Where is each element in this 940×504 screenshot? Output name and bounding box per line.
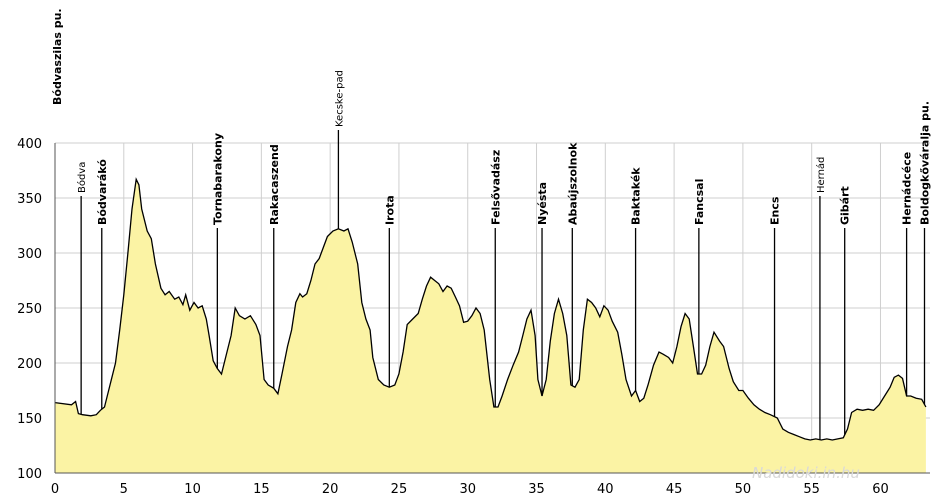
waypoint-3-label: Bódvarákó [96,159,109,225]
x-tick-label-35: 35 [528,482,545,497]
waypoint-17-label: Boldogkőváralja pu. [918,101,931,225]
waypoint-1-label: Bódvaszilas pu. [51,8,64,105]
x-tick-label-0: 0 [51,482,59,497]
waypoint-16-label: Hernádcéce [901,152,914,225]
y-tick-label-100: 100 [17,467,42,482]
y-tick-label-150: 150 [17,412,42,427]
waypoint-15-label: Gibárt [839,186,852,225]
x-tick-label-50: 50 [735,482,752,497]
watermark: Nadidoki.in.hu [752,464,860,482]
x-tick-label-45: 45 [666,482,683,497]
y-tick-label-400: 400 [17,137,42,152]
x-tick-label-40: 40 [597,482,614,497]
tick-labels: 100 150 200 250 300 350 400 0 5 10 15 20 25 30 35 40 45 5… [17,137,889,497]
waypoint-5-label: Rakacaszend [268,144,281,225]
waypoint-2-label: Bódva [76,162,88,193]
x-tick-label-15: 15 [253,482,270,497]
x-tick-label-20: 20 [322,482,339,497]
waypoint-4-label: Tornabarakony [211,133,224,225]
y-tick-label-250: 250 [17,302,42,317]
waypoint-14-label: Hernád [815,157,827,193]
x-tick-label-10: 10 [184,482,201,497]
waypoint-10-label: Abaújszolnok [566,142,579,225]
y-tick-label-300: 300 [17,247,42,262]
waypoint-13-label: Encs [769,196,782,225]
waypoint-7-label: Irota [383,195,396,225]
waypoint-11-label: Baktakék [630,167,643,225]
x-tick-label-55: 55 [803,482,820,497]
waypoint-8-label: Felsővadász [489,150,502,225]
axes [54,143,930,474]
x-tick-label-5: 5 [120,482,128,497]
waypoint-markers: Bódvaszilas pu. Bódva Bódvarákó Tornabarako… [51,8,931,440]
elevation-area [55,179,926,474]
waypoint-9-label: Nyésta [536,182,549,225]
x-tick-label-60: 60 [872,482,889,497]
x-tick-label-25: 25 [391,482,408,497]
y-tick-label-350: 350 [17,192,42,207]
elevation-line [54,177,927,441]
y-tick-label-200: 200 [17,357,42,372]
waypoint-12-label: Fancsal [693,179,706,225]
waypoint-6-label: Kecske-pad [334,70,345,127]
x-tick-label-30: 30 [459,482,476,497]
